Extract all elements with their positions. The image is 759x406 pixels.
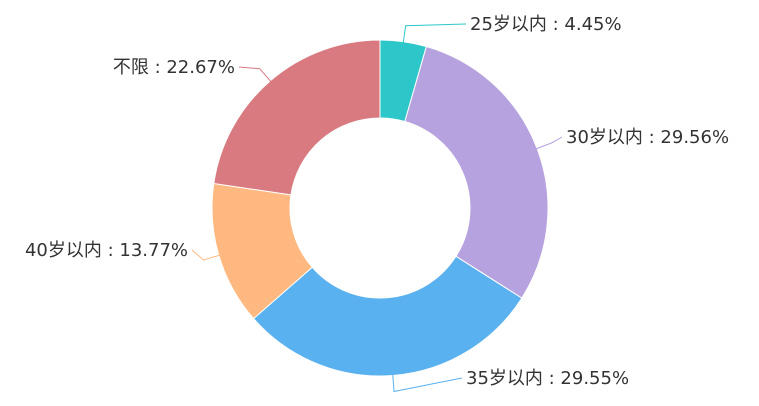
slice-labels: 25岁以内 : 4.45% 30岁以内 : 29.56% 35岁以内 : 29.55… (25, 14, 729, 389)
donut-slices (211, 39, 549, 377)
leader-line-5 (238, 66, 272, 83)
leader-line-4 (191, 249, 221, 261)
slice-label-1: 25岁以内 : 4.45% (470, 14, 622, 35)
label-leader-lines (191, 23, 563, 393)
slice-label-5: 不限 : 22.67% (113, 57, 235, 78)
donut-slice-3[interactable] (252, 255, 523, 377)
leader-line-2 (535, 136, 563, 150)
leader-line-1 (402, 23, 467, 44)
donut-slice-5[interactable] (213, 39, 381, 196)
slice-label-2: 30岁以内 : 29.56% (566, 127, 729, 148)
slice-label-4: 40岁以内 : 13.77% (25, 240, 188, 261)
slice-label-3: 35岁以内 : 29.55% (466, 368, 629, 389)
leader-line-3 (392, 373, 463, 393)
donut-slice-2[interactable] (404, 45, 549, 299)
